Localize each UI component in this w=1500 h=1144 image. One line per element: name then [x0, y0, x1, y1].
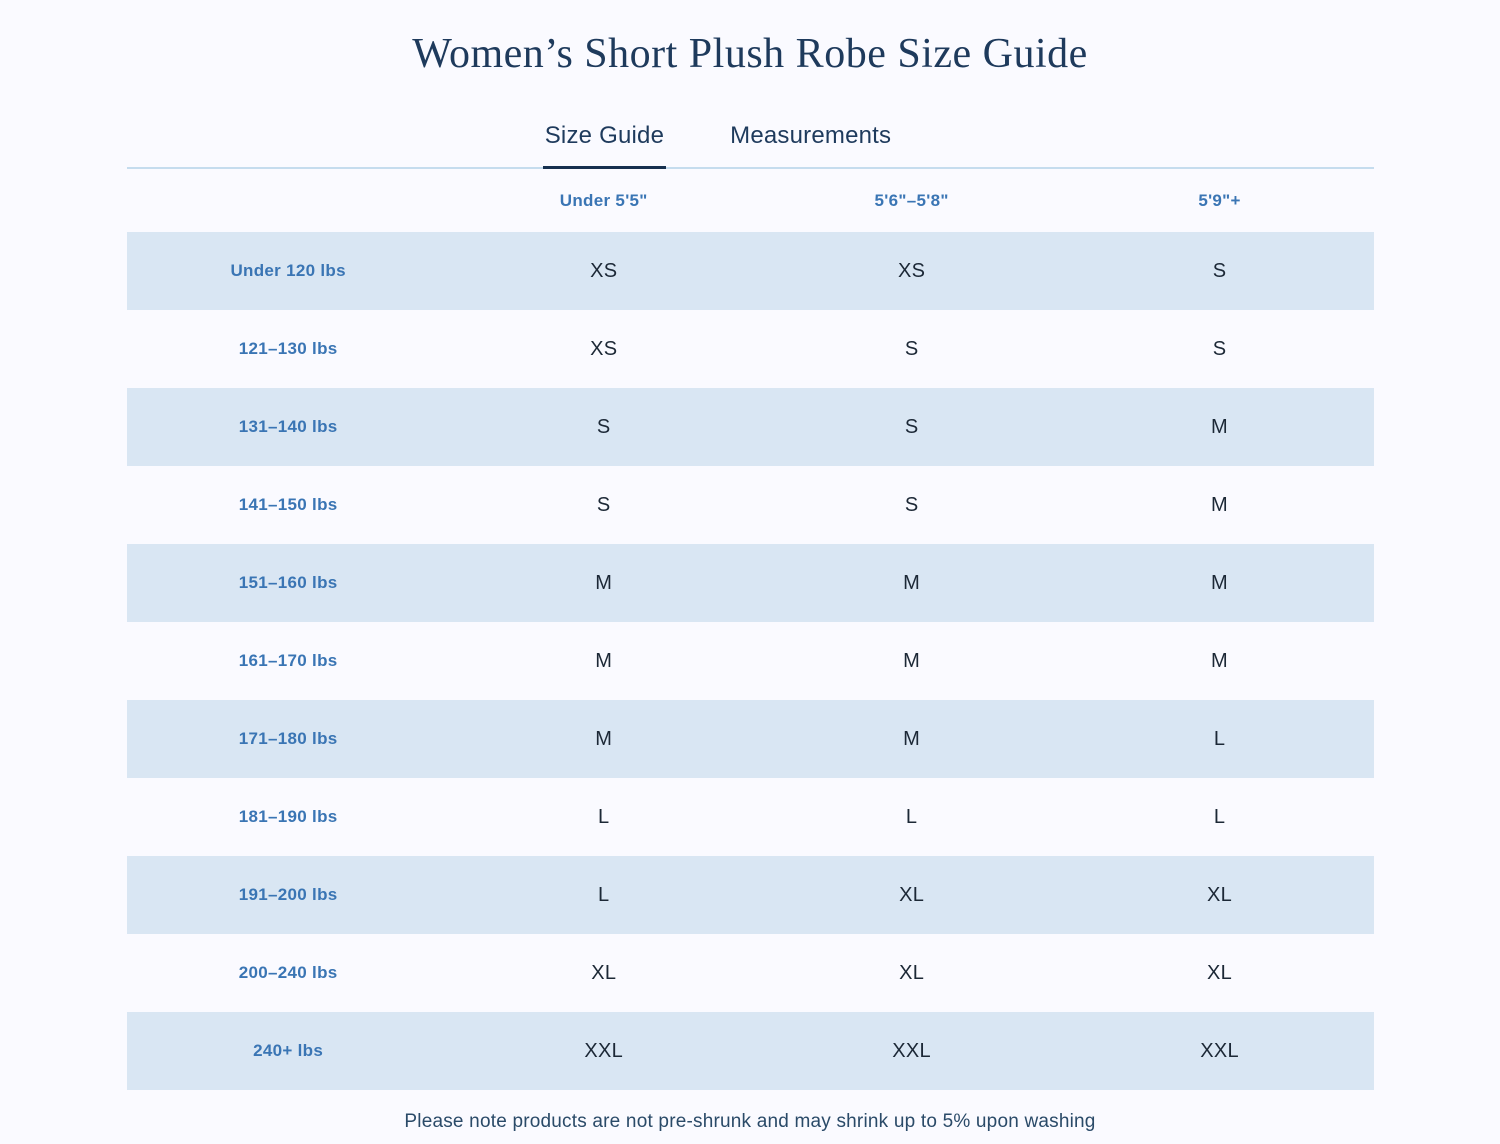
size-value: S — [1212, 337, 1227, 360]
weight-range-label: Under 120 lbs — [230, 261, 346, 281]
size-value: XS — [590, 259, 618, 282]
size-value: M — [903, 727, 921, 750]
size-value: M — [595, 649, 613, 672]
size-value: S — [904, 415, 919, 438]
weight-range-label: 200–240 lbs — [238, 963, 338, 983]
weight-range-label: 191–200 lbs — [238, 885, 338, 905]
table-row: 200–240 lbs XL XL XL — [127, 934, 1374, 1012]
size-value: M — [1211, 415, 1229, 438]
table-row: Under 120 lbs XS XS S — [126, 232, 1374, 311]
table-row: 131–140 lbs S S M — [126, 388, 1374, 467]
tab-size-guide[interactable]: Size Guide — [542, 122, 667, 170]
weight-range-label: 151–160 lbs — [238, 573, 338, 593]
size-value: XL — [1207, 883, 1233, 906]
size-value: M — [1211, 649, 1229, 672]
size-value: L — [1213, 805, 1226, 828]
table-row: 161–170 lbs M M M — [127, 622, 1374, 700]
tab-bar: Size Guide Measurements — [126, 122, 1374, 170]
size-value: XXL — [892, 1039, 931, 1062]
weight-range-label: 240+ lbs — [253, 1041, 324, 1061]
table-row: 121–130 lbs XS S S — [127, 310, 1374, 388]
size-value: M — [1211, 571, 1229, 594]
size-value: M — [1211, 493, 1229, 516]
column-header-5-6-to-5-8: 5'6"–5'8" — [874, 190, 949, 210]
table-row: 151–160 lbs M M M — [126, 544, 1374, 623]
table-row: 191–200 lbs L XL XL — [126, 856, 1374, 935]
weight-range-label: 171–180 lbs — [238, 729, 338, 749]
table-row: 181–190 lbs L L L — [127, 778, 1374, 856]
size-value: XXL — [1200, 1039, 1239, 1062]
size-value: L — [905, 805, 918, 828]
weight-range-label: 181–190 lbs — [238, 807, 338, 827]
table-row: 141–150 lbs S S M — [127, 466, 1374, 544]
table-body: Under 120 lbs XS XS S 121–130 lbs XS S S 131–140… — [126, 232, 1374, 1091]
size-value: S — [904, 493, 919, 516]
size-value: M — [903, 649, 921, 672]
size-table: Under 5'5" 5'6"–5'8" 5'9"+ Under 120 lbs… — [126, 169, 1374, 1091]
size-value: XL — [591, 961, 617, 984]
table-row: 240+ lbs XXL XXL XXL — [126, 1012, 1374, 1091]
size-value: XL — [1207, 961, 1233, 984]
tab-measurements[interactable]: Measurements — [730, 122, 892, 150]
size-value: S — [596, 415, 611, 438]
size-value: M — [903, 571, 921, 594]
page-title: Women’s Short Plush Robe Size Guide — [412, 31, 1088, 77]
size-value: L — [598, 805, 610, 828]
column-header-under-5-5: Under 5'5" — [559, 190, 648, 210]
shrink-disclaimer: Please note products are not pre-shrunk … — [404, 1111, 1096, 1133]
weight-range-label: 141–150 lbs — [238, 495, 338, 515]
size-value: M — [595, 727, 613, 750]
size-value: M — [595, 571, 613, 594]
weight-range-label: 121–130 lbs — [238, 339, 338, 359]
size-value: XL — [899, 961, 925, 984]
table-header-row: Under 5'5" 5'6"–5'8" 5'9"+ — [127, 169, 1374, 232]
size-value: S — [1212, 259, 1227, 282]
size-value: XS — [590, 337, 618, 360]
size-value: L — [1213, 727, 1226, 750]
size-value: XXL — [584, 1039, 624, 1062]
weight-range-label: 161–170 lbs — [238, 651, 338, 671]
weight-range-label: 131–140 lbs — [238, 417, 338, 437]
size-value: XL — [899, 883, 925, 906]
size-guide-page: Women’s Short Plush Robe Size Guide Size… — [0, 30, 1500, 1133]
size-value: L — [598, 883, 610, 906]
table-row: 171–180 lbs M M L — [126, 700, 1374, 779]
size-value: XS — [898, 259, 926, 282]
tab-bar-inner: Size Guide Measurements — [95, 122, 1342, 170]
size-value: S — [904, 337, 919, 360]
size-value: S — [596, 493, 611, 516]
column-header-5-9-plus: 5'9"+ — [1198, 190, 1241, 210]
